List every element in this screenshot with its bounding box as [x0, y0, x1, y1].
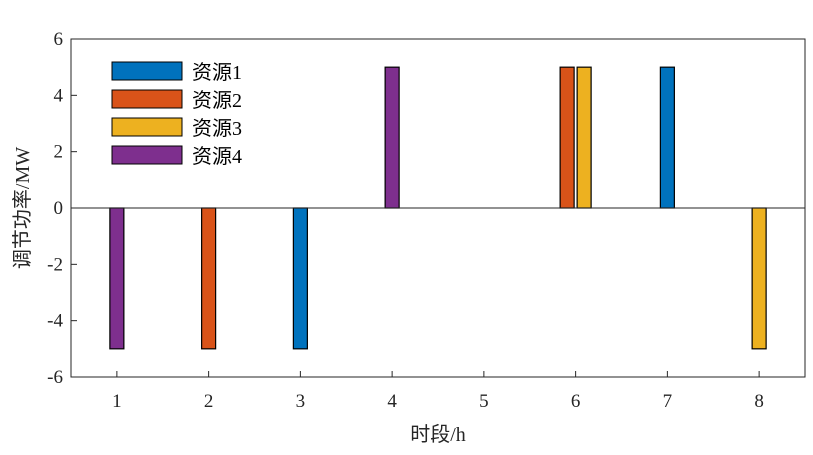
x-tick-label: 8 [754, 391, 764, 412]
x-tick-label: 4 [387, 391, 397, 412]
y-axis-title: 调节功率/MW [11, 147, 34, 269]
legend-swatch-2 [111, 89, 183, 109]
bar-series2-x2 [201, 207, 217, 350]
y-tick-label: 6 [54, 29, 64, 50]
legend-swatch-1 [111, 61, 183, 81]
x-tick-label: 5 [479, 391, 489, 412]
legend-label-2: 资源2 [192, 89, 242, 112]
y-tick-label: 4 [54, 85, 64, 106]
bar-series4-x1 [109, 207, 125, 350]
legend-label-3: 资源3 [192, 117, 242, 140]
axes-group [70, 38, 806, 378]
x-tick-label: 1 [112, 391, 122, 412]
x-tick-label: 7 [663, 391, 673, 412]
x-tick-label: 6 [571, 391, 581, 412]
bar-series1-x3 [292, 207, 308, 350]
y-tick-label: -4 [47, 311, 63, 332]
x-tick-label: 2 [204, 391, 214, 412]
y-tick-label: 0 [54, 198, 64, 219]
y-tick-label: -2 [47, 254, 63, 275]
legend: 资源1 资源2 资源3 资源4 [111, 61, 242, 168]
legend-label-1: 资源1 [192, 61, 242, 84]
bar-series3-x8 [751, 207, 767, 350]
x-axis-title: 时段/h [410, 423, 466, 446]
bar-series2-x6 [559, 66, 575, 209]
bar-series4-x4 [384, 66, 400, 209]
legend-swatch-3 [111, 117, 183, 137]
x-tick-label: 3 [296, 391, 306, 412]
bars-group [109, 66, 767, 350]
legend-label-4: 资源4 [192, 145, 242, 168]
y-tick-label: 2 [54, 142, 64, 163]
legend-swatch-4 [111, 145, 183, 165]
tick-labels-group: -6 -4 -2 0 2 4 6 1 2 3 4 5 6 7 8 [47, 29, 764, 412]
bar-series1-x7 [659, 66, 675, 209]
y-tick-label: -6 [47, 367, 63, 388]
bar-series3-x6 [576, 66, 592, 209]
